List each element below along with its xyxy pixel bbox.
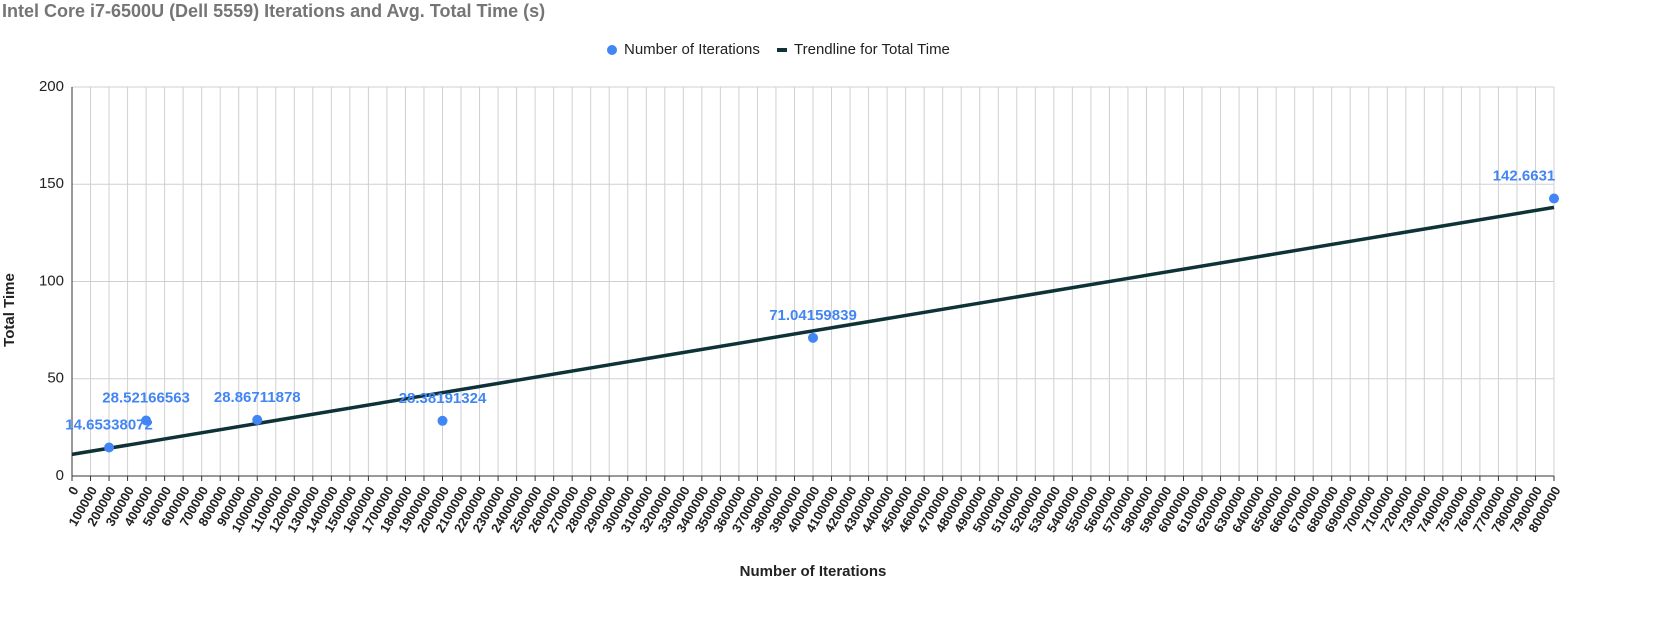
chart-title: Intel Core i7-6500U (Dell 5559) Iteratio… [2, 1, 545, 21]
y-tick-label: 100 [39, 272, 64, 289]
data-point [141, 415, 152, 426]
x-axis-label: Number of Iterations [740, 563, 887, 580]
legend-label: Number of Iterations [624, 41, 760, 58]
data-point [104, 442, 115, 453]
data-point [808, 332, 818, 343]
data-label: 28.52166563 [102, 389, 190, 406]
legend-marker [607, 45, 617, 55]
y-tick-label: 150 [39, 175, 64, 192]
legend-label: Trendline for Total Time [794, 41, 950, 58]
y-tick-label: 200 [39, 78, 64, 95]
y-tick-label: 50 [47, 370, 64, 387]
y-tick-label: 0 [56, 467, 64, 484]
x-tick-label: 0 [65, 484, 82, 498]
legend-marker [777, 48, 787, 52]
data-label: 28.38191324 [399, 390, 487, 407]
data-point [252, 414, 263, 425]
data-label: 14.65338072 [65, 416, 153, 433]
data-label: 142.6631 [1493, 167, 1556, 184]
data-point [1549, 193, 1559, 204]
data-point [437, 415, 448, 426]
data-label: 28.86711878 [214, 389, 301, 406]
data-label: 71.04159839 [769, 307, 857, 324]
y-axis-label: Total Time [1, 273, 18, 347]
trendline [71, 205, 1555, 457]
